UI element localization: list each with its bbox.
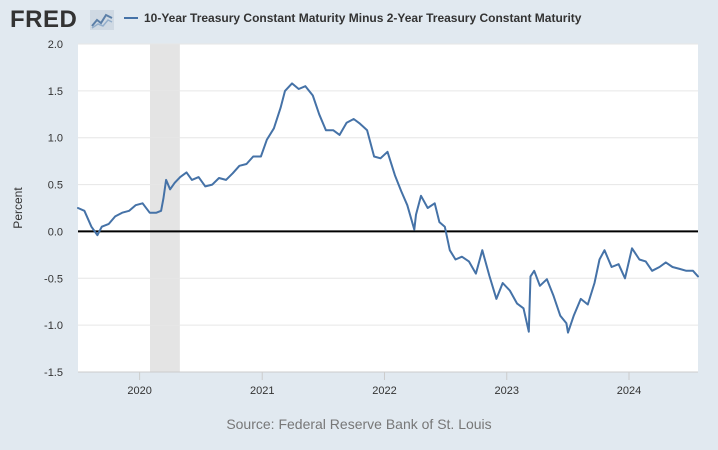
legend-swatch (124, 17, 138, 19)
y-tick-label: 1.0 (48, 133, 63, 145)
y-axis-label: Percent (11, 187, 25, 229)
y-tick-label: -1.0 (44, 320, 63, 332)
y-tick-label: 2.0 (48, 39, 63, 51)
fred-logo[interactable]: FRED (10, 6, 78, 33)
x-axis-ticks: 2020 2021 2022 2023 2024 (78, 371, 698, 397)
x-tick-label: 2024 (617, 385, 641, 397)
y-axis-ticks: -1.5 -1.0 -0.5 0.0 0.5 1.0 1.5 2.0 (44, 39, 63, 379)
y-tick-label: 0.5 (48, 180, 63, 192)
x-tick-label: 2023 (494, 385, 518, 397)
x-tick-label: 2021 (250, 385, 274, 397)
x-tick-label: 2020 (127, 385, 151, 397)
y-tick-label: 0.0 (48, 226, 63, 238)
plot-area (78, 44, 698, 372)
y-tick-label: 1.5 (48, 86, 63, 98)
series-group (77, 82, 699, 334)
x-tick-label: 2022 (372, 385, 396, 397)
trend-line-icon (90, 10, 114, 30)
y-tick-label: -1.5 (44, 367, 63, 379)
series-line (77, 82, 699, 334)
source-note: Source: Federal Reserve Bank of St. Loui… (226, 416, 492, 432)
recession-shading-group (150, 44, 180, 372)
legend-series-label: 10-Year Treasury Constant Maturity Minus… (144, 11, 582, 25)
line-chart[interactable]: -1.5 -1.0 -0.5 0.0 0.5 1.0 1.5 2.0 2020 2021 2022… (0, 0, 718, 410)
y-tick-label: -0.5 (44, 273, 63, 285)
chart-header: FRED 10-Year Treasury Constant Maturity … (0, 0, 718, 36)
chart-legend[interactable]: 10-Year Treasury Constant Maturity Minus… (124, 11, 581, 25)
recession-band (150, 44, 180, 372)
